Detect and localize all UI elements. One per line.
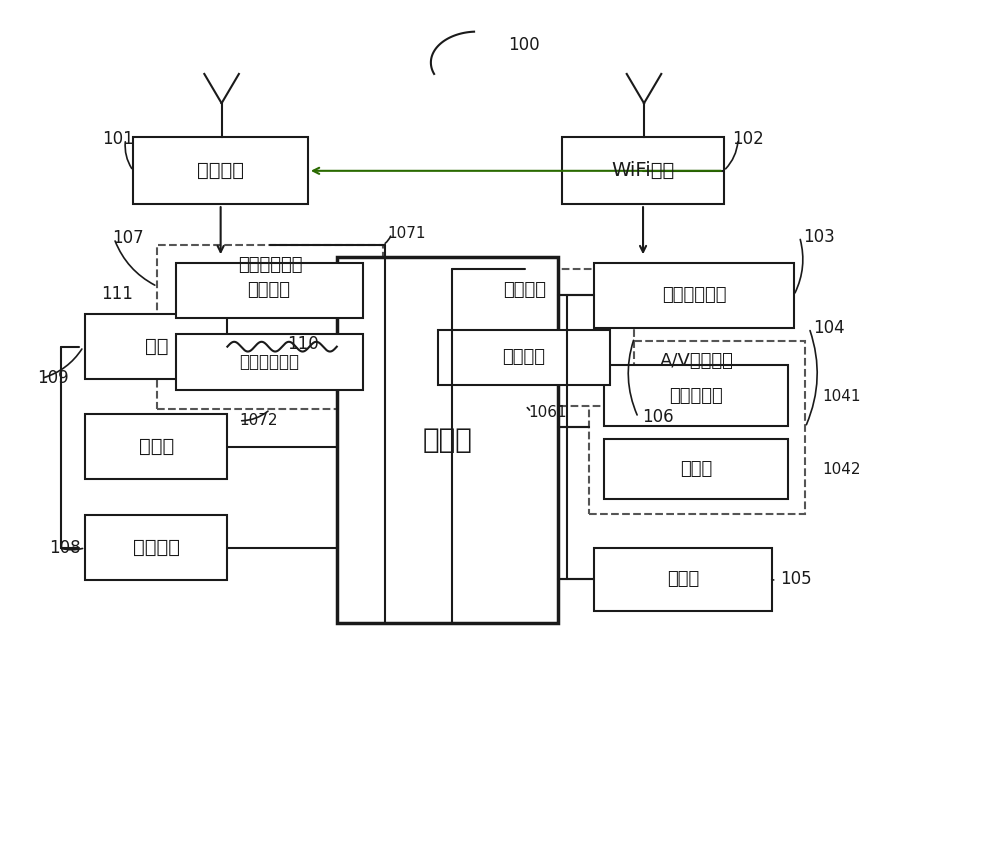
Text: 其他输入设备: 其他输入设备 [239, 353, 299, 371]
Text: 105: 105 [780, 571, 812, 589]
Text: 存储器: 存储器 [139, 438, 174, 456]
Text: 用户输入单元: 用户输入单元 [238, 256, 302, 274]
Text: 1072: 1072 [239, 413, 277, 428]
Bar [176, 334, 363, 390]
Bar [604, 438, 788, 499]
Bar [594, 548, 772, 611]
Text: 1071: 1071 [388, 226, 426, 241]
Text: 1042: 1042 [823, 462, 861, 477]
Text: 音频输出单元: 音频输出单元 [662, 287, 726, 304]
Text: 1041: 1041 [823, 389, 861, 404]
Text: 图形处理器: 图形处理器 [669, 387, 723, 404]
Bar [438, 330, 610, 385]
Text: 109: 109 [37, 370, 69, 388]
Text: 电源: 电源 [145, 338, 168, 356]
Text: 射频单元: 射频单元 [197, 161, 244, 181]
Text: 显示面板: 显示面板 [503, 349, 546, 366]
Text: 102: 102 [732, 130, 764, 148]
Text: WiFi模块: WiFi模块 [611, 161, 675, 181]
Text: 103: 103 [803, 228, 835, 246]
Text: 触控面板: 触控面板 [248, 282, 291, 299]
Text: 传感器: 传感器 [667, 571, 699, 589]
Bar [157, 245, 383, 410]
Text: 111: 111 [102, 285, 133, 303]
Bar [85, 414, 227, 479]
Text: 处理器: 处理器 [422, 427, 472, 455]
Bar [416, 270, 634, 406]
Text: A/V输入单元: A/V输入单元 [660, 353, 734, 371]
Text: 1061: 1061 [529, 405, 567, 420]
Text: 108: 108 [49, 538, 80, 557]
Text: 100: 100 [508, 36, 539, 54]
Bar [85, 314, 227, 379]
Text: 101: 101 [103, 130, 134, 148]
Text: 接口单元: 接口单元 [133, 538, 180, 557]
Bar [337, 257, 558, 623]
Bar [594, 263, 794, 328]
Text: 显示单元: 显示单元 [503, 281, 546, 298]
Text: 麦克风: 麦克风 [680, 460, 712, 477]
Bar [133, 137, 308, 204]
Text: 110: 110 [287, 335, 319, 354]
Text: 104: 104 [813, 319, 845, 337]
Bar [85, 516, 227, 580]
Bar [562, 137, 724, 204]
Text: 107: 107 [112, 230, 144, 248]
Bar [589, 341, 805, 514]
Bar [176, 263, 363, 318]
Text: 106: 106 [642, 409, 674, 427]
Bar [604, 365, 788, 426]
